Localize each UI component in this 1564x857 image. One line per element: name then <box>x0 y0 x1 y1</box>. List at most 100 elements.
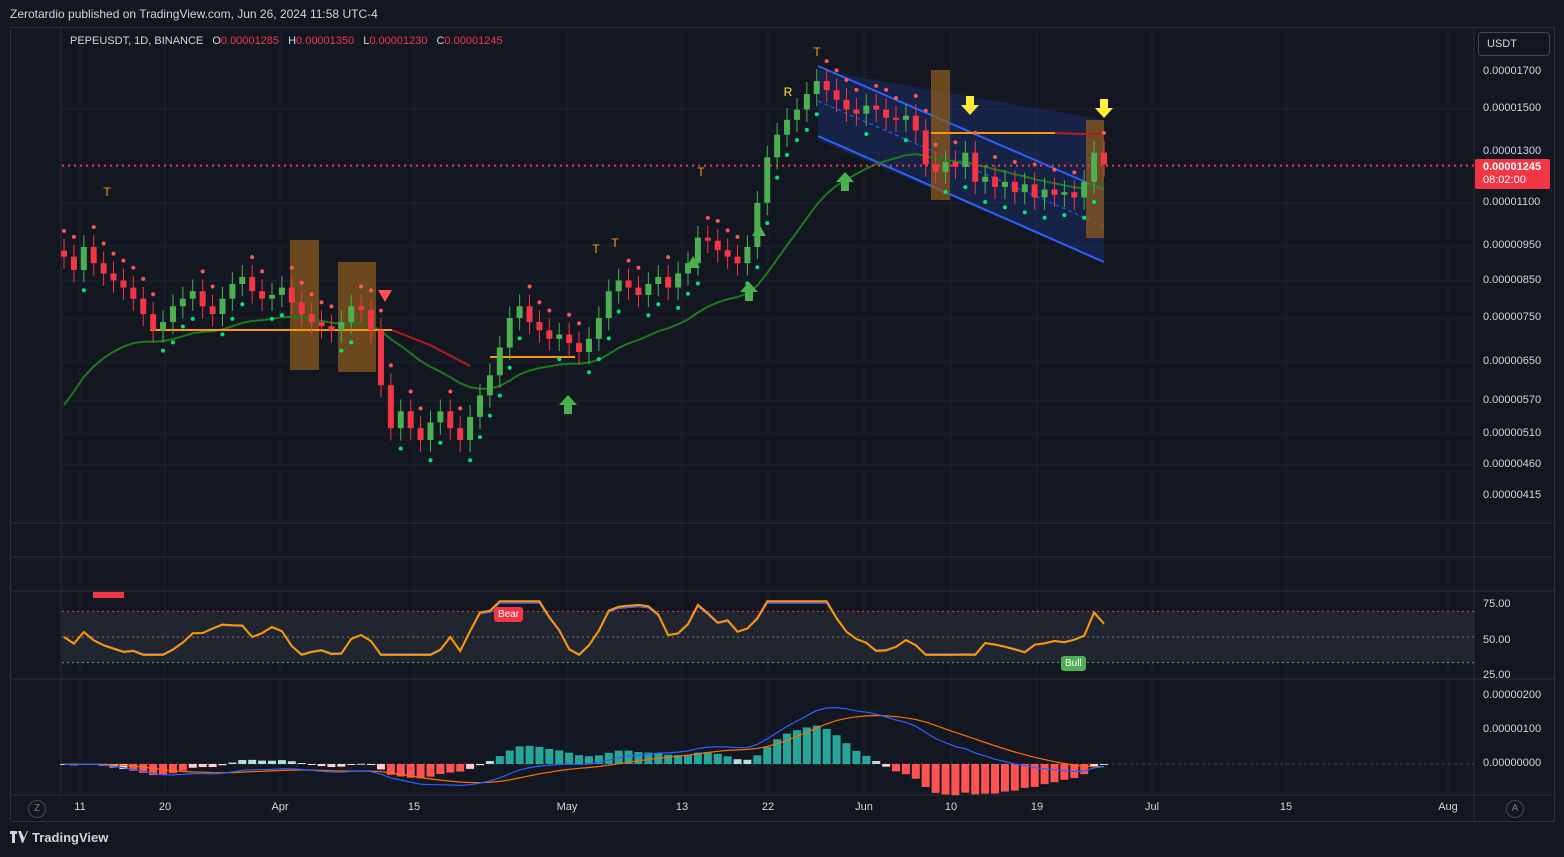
candle-body <box>863 105 870 114</box>
signal-label: T <box>103 185 111 199</box>
candle-body <box>685 263 691 274</box>
candle-body <box>90 246 97 264</box>
macd-histogram-bar <box>228 762 237 764</box>
candle-body <box>377 330 384 386</box>
sell-triangle-icon <box>378 290 392 302</box>
countdown-value: 08:02:00 <box>1483 174 1526 186</box>
candle-body <box>160 322 167 331</box>
candle-body <box>992 176 999 187</box>
sar-dot <box>339 348 344 353</box>
time-tick-label: 22 <box>761 801 775 813</box>
sar-dot <box>319 300 324 305</box>
macd-histogram-bar <box>911 764 920 779</box>
candle-body <box>566 334 573 344</box>
candle-body <box>288 287 295 303</box>
candle-body <box>793 109 800 120</box>
currency-button[interactable]: USDT <box>1478 32 1550 56</box>
price-tick-label: 0.00000460 <box>1483 458 1542 470</box>
price-tick-label: 0.00000950 <box>1483 239 1542 251</box>
candle-body <box>655 276 662 284</box>
macd-histogram-bar <box>476 764 484 766</box>
macd-histogram-bar <box>119 764 128 769</box>
candle-body <box>338 322 345 331</box>
macd-histogram-bar <box>535 746 544 764</box>
macd-histogram-bar <box>921 764 930 787</box>
candle-body <box>259 291 266 299</box>
price-tick-label: 0.00001700 <box>1483 65 1542 77</box>
candle-body <box>694 237 701 264</box>
sar-dot <box>943 190 948 195</box>
level-line-red <box>1054 132 1104 135</box>
macd-histogram-bar <box>268 760 276 764</box>
goto-start-button[interactable]: Z <box>28 800 46 818</box>
macd-histogram-bar <box>198 764 207 768</box>
chart-frame[interactable] <box>10 27 1555 822</box>
sar-dot <box>1022 210 1027 215</box>
candle-body <box>833 90 840 100</box>
sar-dot <box>695 281 700 286</box>
macd-histogram-bar <box>604 752 613 764</box>
macd-histogram-bar <box>575 755 584 764</box>
candle-body <box>368 310 375 331</box>
macd-histogram-bar <box>446 764 455 773</box>
sar-dot <box>963 185 968 190</box>
candle-body <box>774 134 781 158</box>
bear-badge: Bear <box>494 607 524 622</box>
sar-dot <box>62 228 66 233</box>
sar-dot <box>1012 159 1017 164</box>
sell-arrow-icon <box>961 96 979 115</box>
candle-body <box>516 306 523 319</box>
candle-body <box>556 334 563 339</box>
candle-body <box>714 240 721 251</box>
macd-histogram-bar <box>357 763 366 765</box>
sar-dot <box>190 316 195 321</box>
macd-histogram-bar <box>743 759 752 764</box>
candle-body <box>328 326 335 331</box>
sar-dot <box>81 288 86 293</box>
macd-histogram-bar <box>1050 764 1059 783</box>
sar-dot <box>151 292 156 297</box>
price-tick-label: 0.00001300 <box>1483 145 1542 157</box>
sar-dot <box>299 280 304 285</box>
sar-dot <box>378 308 383 313</box>
macd-histogram-bar <box>1020 764 1029 788</box>
candle-body <box>477 395 483 417</box>
candle-body <box>130 287 137 299</box>
macd-histogram-bar <box>822 728 831 764</box>
macd-histogram-bar <box>674 755 683 764</box>
candle-body <box>506 318 513 348</box>
sar-dot <box>131 265 136 270</box>
sar-dot <box>270 316 274 321</box>
macd-tick-label: 0.00000100 <box>1483 723 1542 735</box>
close-value: 0.00001245 <box>444 35 503 47</box>
macd-histogram-bar <box>287 761 296 764</box>
sar-dot <box>170 340 175 345</box>
candle-body <box>457 428 464 440</box>
candle-body <box>140 298 147 315</box>
symbol-legend[interactable]: PEPEUSDT, 1D, BINANCE O0.00001285 H0.000… <box>70 35 503 47</box>
time-tick-label: Apr <box>271 801 289 813</box>
macd-histogram-bar <box>168 764 177 774</box>
low-key: L <box>363 35 370 47</box>
sar-dot <box>478 435 482 440</box>
sar-dot <box>586 370 591 375</box>
sar-dot <box>834 68 839 73</box>
sar-dot <box>993 154 998 159</box>
sar-dot <box>626 258 631 263</box>
high-key: H <box>288 35 297 47</box>
macd-histogram-bar <box>129 764 138 771</box>
macd-histogram-bar <box>664 754 673 764</box>
time-tick-label: 15 <box>1279 801 1293 813</box>
auto-scale-button[interactable]: A <box>1506 800 1524 818</box>
macd-histogram-bar <box>188 764 197 768</box>
sar-dot <box>279 313 284 318</box>
sar-dot <box>1082 215 1087 220</box>
candle-body <box>100 263 107 274</box>
candle-body <box>675 273 682 288</box>
sar-dot <box>596 357 601 362</box>
buy-arrow-icon <box>836 172 854 191</box>
sar-dot <box>527 284 532 289</box>
macd-histogram-bar <box>624 750 633 764</box>
sar-dot <box>913 93 918 98</box>
